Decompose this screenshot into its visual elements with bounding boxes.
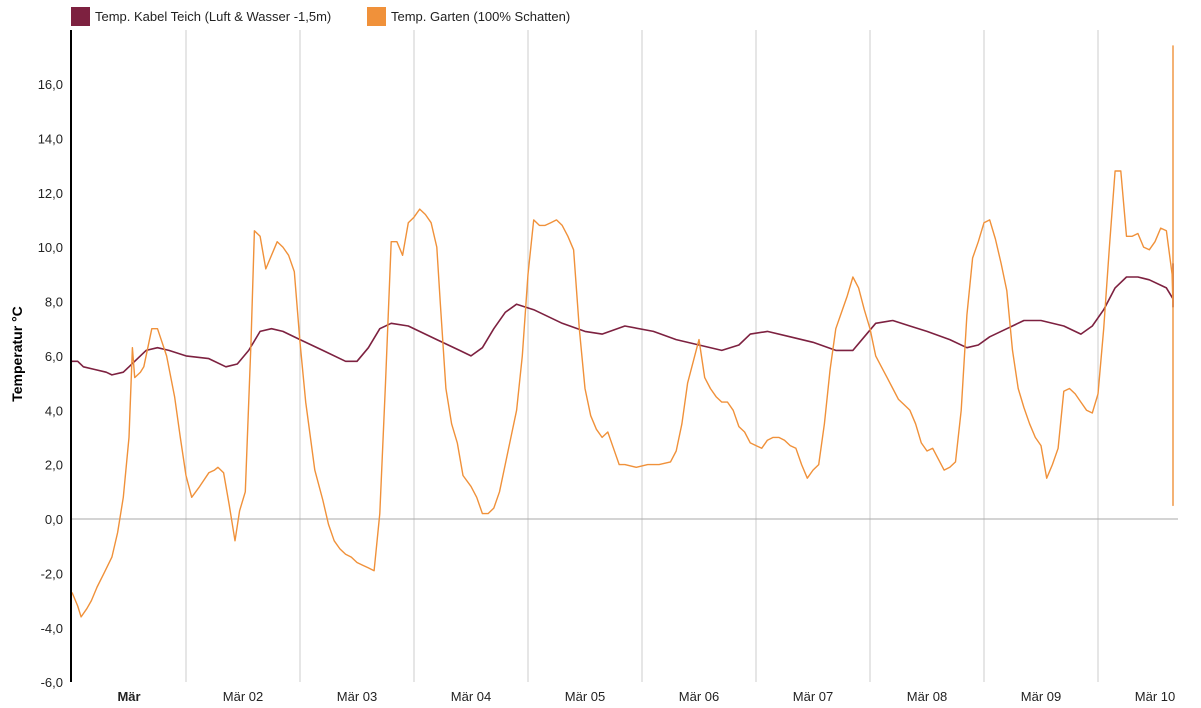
- y-tick-label: 8,0: [45, 295, 63, 310]
- x-tick-label: Mär: [117, 689, 140, 704]
- x-tick-label: Mär 09: [1021, 689, 1061, 704]
- series-line-garten: [71, 45, 1174, 618]
- series-line-kabel-teich: [72, 263, 1174, 376]
- y-axis-label: Temperatur °C: [9, 306, 25, 402]
- x-tick-label: Mär 07: [793, 689, 833, 704]
- y-tick-label: -4,0: [41, 621, 63, 636]
- series-lines: [71, 45, 1174, 618]
- y-tick-label: 10,0: [38, 240, 63, 255]
- legend: Temp. Kabel Teich (Luft & Wasser -1,5m) T…: [71, 7, 570, 26]
- tick-labels: -6,0 -4,0 -2,0 0,0 2,0 4,0 6,0 8,0 10,0 12,0 14,0 1…: [38, 77, 1176, 704]
- y-tick-label: -6,0: [41, 675, 63, 690]
- y-tick-label: 2,0: [45, 458, 63, 473]
- x-tick-label: Mär 02: [223, 689, 263, 704]
- y-tick-label: 14,0: [38, 131, 63, 146]
- x-tick-label: Mär 06: [679, 689, 719, 704]
- y-tick-label: 0,0: [45, 512, 63, 527]
- x-tick-label: Mär 03: [337, 689, 377, 704]
- legend-label-garten: Temp. Garten (100% Schatten): [391, 9, 570, 24]
- x-tick-label: Mär 08: [907, 689, 947, 704]
- y-tick-label: 4,0: [45, 403, 63, 418]
- x-tick-label: Mär 04: [451, 689, 491, 704]
- legend-label-kabel-teich: Temp. Kabel Teich (Luft & Wasser -1,5m): [95, 9, 331, 24]
- x-tick-label: Mär 10: [1135, 689, 1175, 704]
- y-tick-label: 6,0: [45, 349, 63, 364]
- legend-swatch-kabel-teich: [71, 7, 90, 26]
- y-tick-label: 16,0: [38, 77, 63, 92]
- x-tick-label: Mär 05: [565, 689, 605, 704]
- grid-lines: [71, 30, 1178, 682]
- y-tick-label: 12,0: [38, 186, 63, 201]
- legend-swatch-garten: [367, 7, 386, 26]
- y-tick-label: -2,0: [41, 566, 63, 581]
